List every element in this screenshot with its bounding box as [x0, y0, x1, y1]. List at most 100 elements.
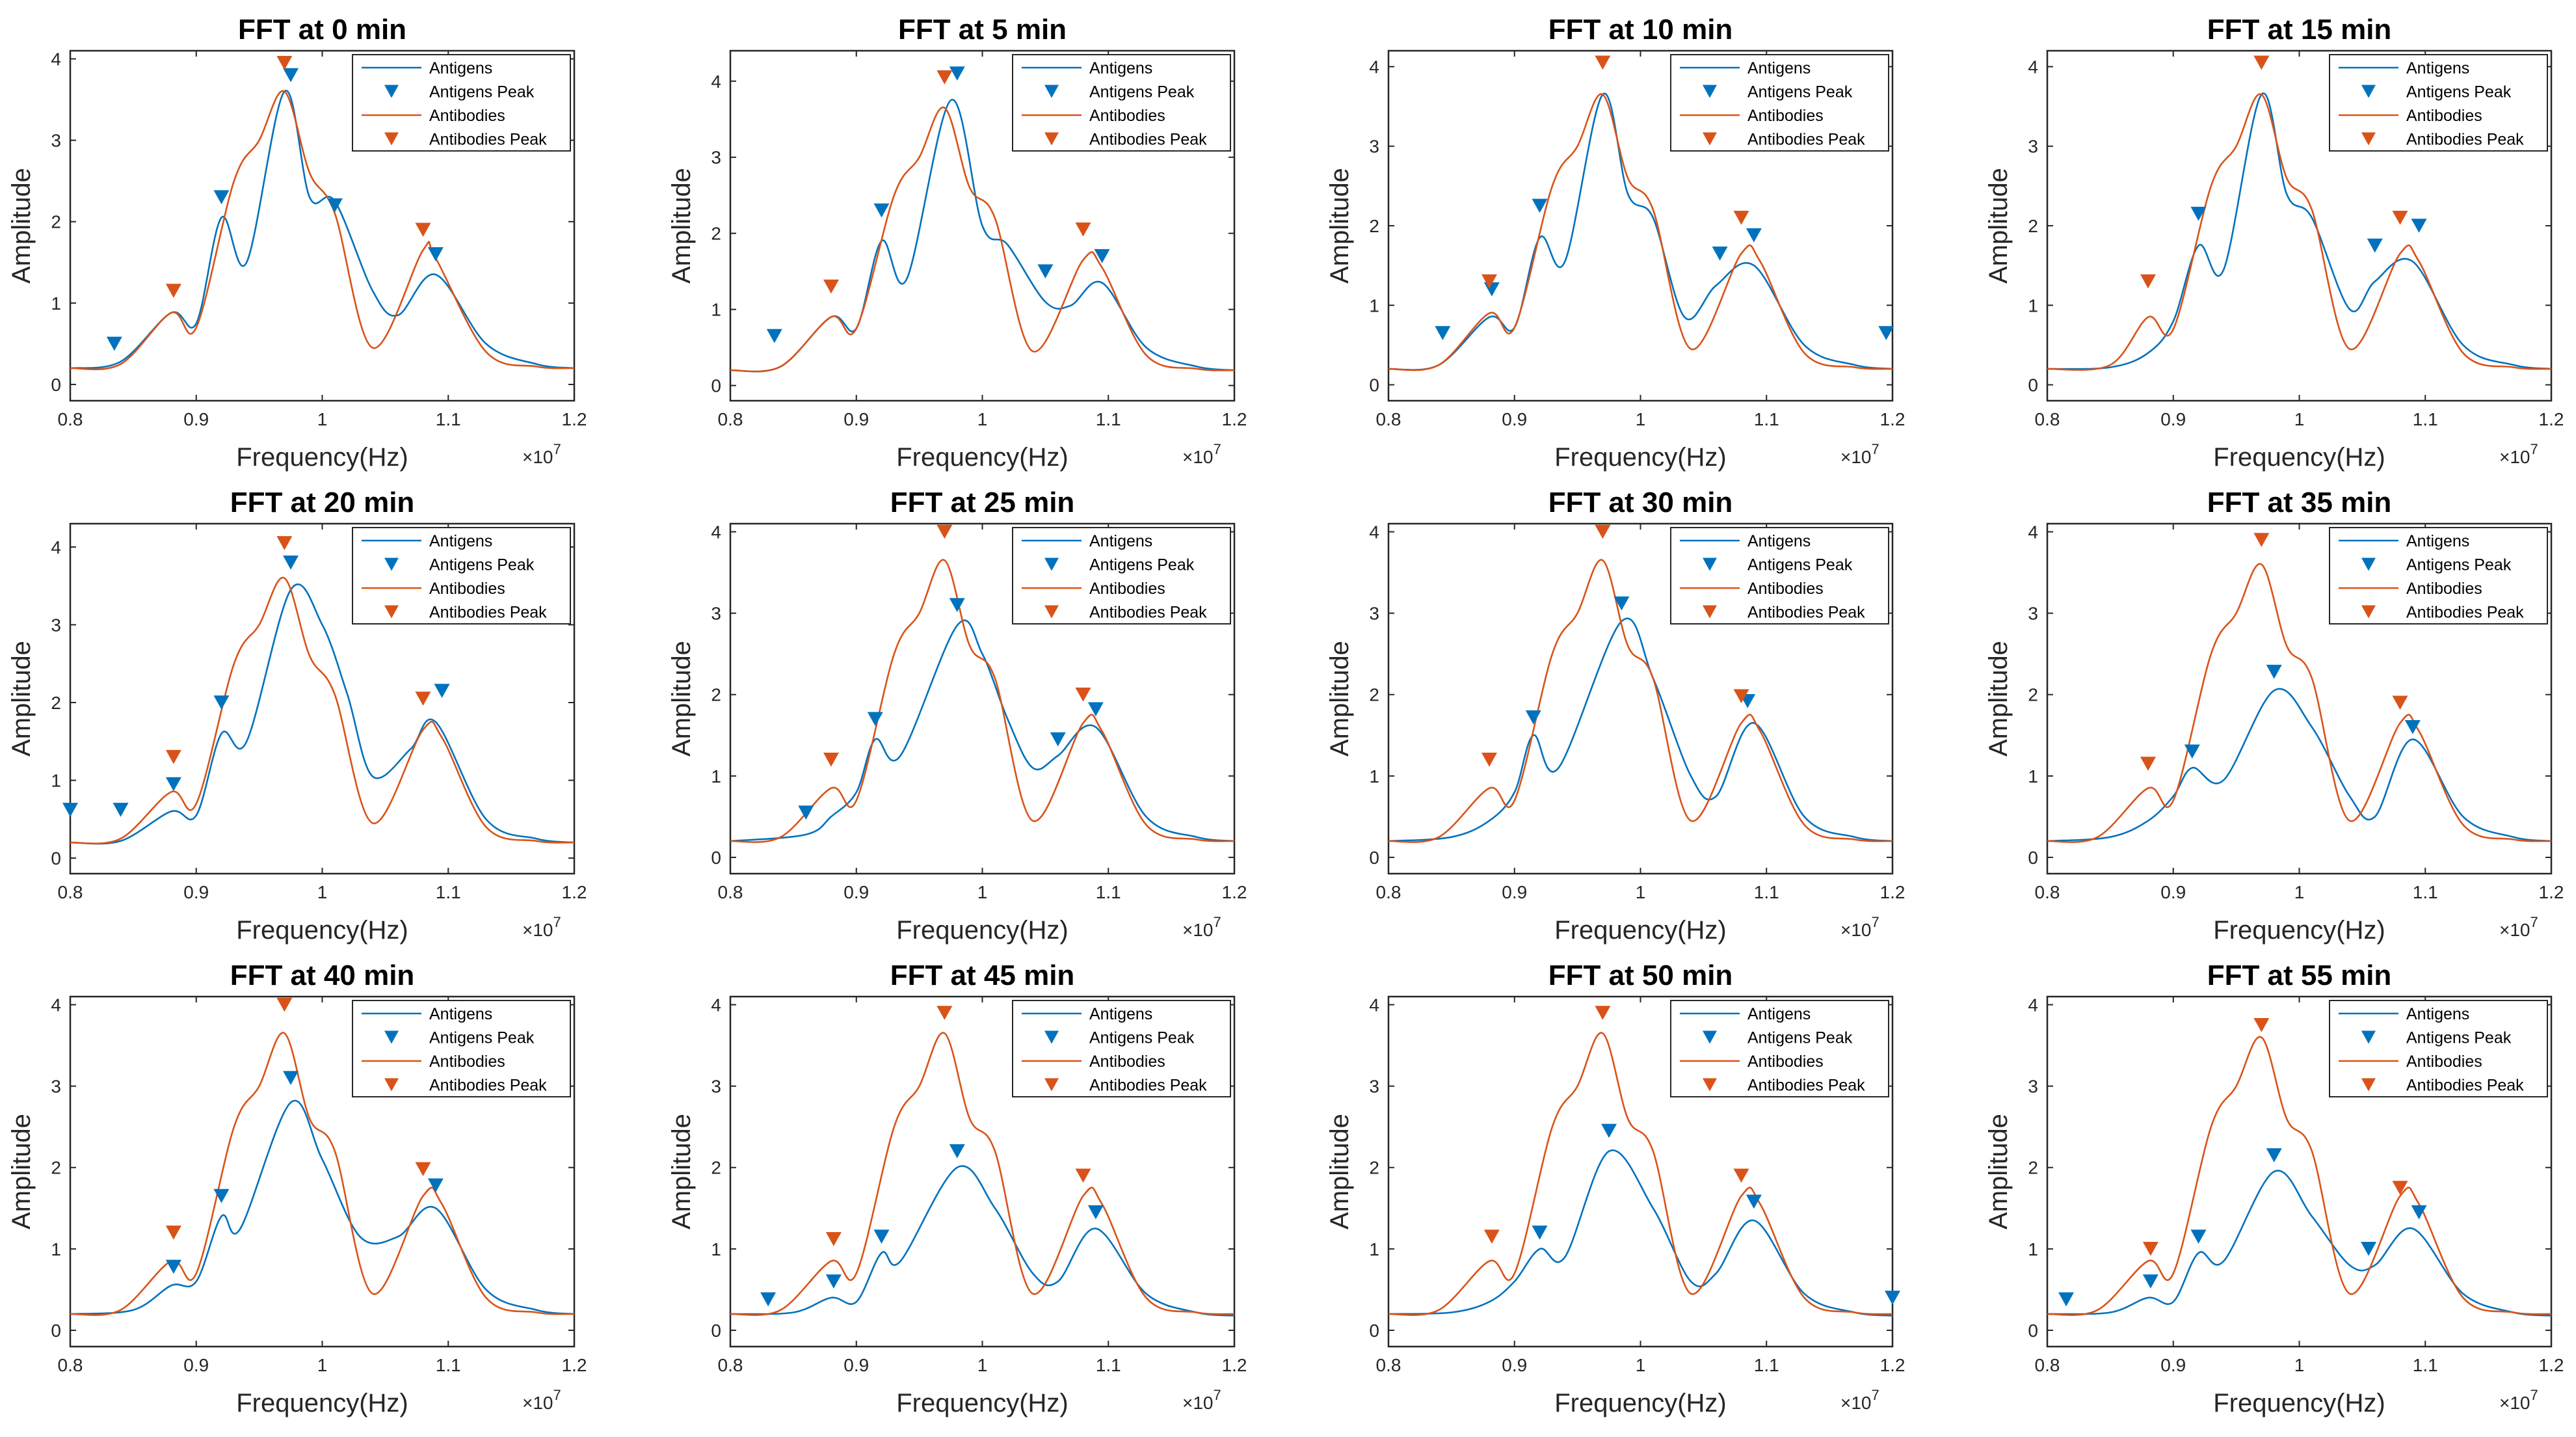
- antibodies-peak-marker: [1733, 689, 1749, 704]
- antigens-peak-marker: [949, 1144, 965, 1159]
- x-exponent: ×107: [1182, 441, 1221, 467]
- y-tick-label: 0: [1369, 375, 1379, 396]
- legend-box: [352, 54, 571, 152]
- x-exponent: ×107: [522, 441, 561, 467]
- x-axis-label: Frequency(Hz): [2213, 1389, 2385, 1417]
- y-tick-label: 3: [2028, 1077, 2038, 1097]
- antigens-peak-marker: [1087, 1205, 1104, 1220]
- x-tick-label: 1: [317, 882, 328, 902]
- x-tick-label: 0.8: [718, 1355, 743, 1375]
- legend-antibodies-peak-swatch: [1044, 605, 1059, 619]
- legend: Antigens Antigens Peak Antibodies Antibodie…: [352, 527, 571, 624]
- chart-title: FFT at 40 min: [230, 960, 415, 991]
- antigens-peak-marker: [165, 1259, 181, 1274]
- y-axis-label: Amplitude: [1325, 641, 1354, 757]
- legend-label: Antigens Peak: [1747, 83, 1853, 101]
- y-tick-label: 3: [1369, 604, 1379, 624]
- subplot-4: FFT at 20 min 0.8 0.9 1 1.1 1.2 0 1 2 3 4 Frequency…: [7, 487, 587, 945]
- legend-label: Antigens Peak: [1747, 556, 1853, 574]
- x-exponent-base: ×10: [2499, 447, 2530, 467]
- y-axis-label: Amplitude: [1984, 641, 2013, 757]
- y-tick-label: 2: [51, 212, 61, 232]
- y-tick-label: 1: [1369, 766, 1379, 786]
- y-tick-label: 1: [711, 766, 721, 786]
- x-axis-label: Frequency(Hz): [236, 443, 408, 472]
- legend-label: Antigens: [2406, 532, 2469, 550]
- x-exponent-power: 7: [1872, 441, 1879, 457]
- antigens-peak-marker: [2184, 744, 2200, 759]
- subplot-6: FFT at 30 min 0.8 0.9 1 1.1 1.2 0 1 2 3 4 Frequency…: [1325, 487, 1905, 945]
- legend-label: Antibodies Peak: [1089, 604, 1207, 622]
- x-axis-label: Frequency(Hz): [1554, 1389, 1727, 1417]
- y-axis-label: Amplitude: [7, 1114, 36, 1229]
- x-exponent-power: 7: [1214, 441, 1221, 457]
- x-tick-label: 0.9: [2160, 1355, 2186, 1375]
- y-tick-label: 4: [1369, 995, 1379, 1015]
- legend-label: Antibodies Peak: [1747, 131, 1865, 149]
- plot-area: [70, 576, 574, 845]
- chart-title: FFT at 20 min: [230, 487, 415, 518]
- antigens-peak-marker: [949, 66, 965, 81]
- x-tick-label: 1.1: [1096, 882, 1121, 902]
- x-tick-label: 0.8: [58, 1355, 83, 1375]
- antibodies-line: [70, 90, 574, 371]
- y-tick-label: 3: [711, 1077, 721, 1097]
- x-tick-label: 0.8: [1376, 882, 1401, 902]
- antibodies-line: [70, 1032, 574, 1316]
- legend-label: Antigens: [1089, 59, 1152, 77]
- antigens-peak-marker: [2404, 719, 2421, 734]
- x-tick-label: 1.1: [436, 1355, 461, 1375]
- y-tick-label: 1: [2028, 1239, 2038, 1259]
- y-axis-label: Amplitude: [1984, 168, 2013, 284]
- legend-antibodies-peak-swatch: [384, 132, 399, 146]
- plot-area: [1388, 92, 1892, 371]
- x-tick-label: 0.8: [2035, 882, 2060, 902]
- x-exponent: ×107: [1840, 1387, 1879, 1413]
- legend-label: Antibodies Peak: [429, 1077, 547, 1095]
- legend-label: Antibodies Peak: [1089, 131, 1207, 149]
- x-exponent-power: 7: [1872, 914, 1879, 930]
- x-axis-label: Frequency(Hz): [1554, 916, 1727, 945]
- subplot-3: FFT at 15 min 0.8 0.9 1 1.1 1.2 0 1 2 3 4 Frequency…: [1984, 14, 2564, 472]
- x-axis-label: Frequency(Hz): [236, 916, 408, 945]
- legend-label: Antibodies: [1747, 1053, 1824, 1071]
- y-tick-label: 2: [2028, 216, 2038, 236]
- legend-label: Antibodies: [2406, 580, 2482, 598]
- legend: Antigens Antigens Peak Antibodies Antibodie…: [1012, 1000, 1231, 1097]
- x-exponent-base: ×10: [522, 447, 553, 467]
- legend-antigens-peak-swatch: [2361, 557, 2376, 571]
- x-exponent: ×107: [1182, 1387, 1221, 1413]
- x-tick-label: 1.1: [1096, 409, 1121, 429]
- antigens-peak-marker: [1601, 1123, 1617, 1138]
- x-exponent-power: 7: [2530, 914, 2538, 930]
- legend-label: Antigens: [429, 1005, 492, 1023]
- antibodies-peak-marker: [2392, 210, 2408, 225]
- antibodies-peak-marker: [823, 753, 839, 767]
- x-tick-label: 1.2: [562, 1355, 587, 1375]
- x-axis-label: Frequency(Hz): [2213, 443, 2385, 472]
- legend-label: Antibodies Peak: [2406, 1077, 2524, 1095]
- antibodies-line: [70, 576, 574, 844]
- x-exponent-power: 7: [553, 1387, 561, 1403]
- y-tick-label: 2: [711, 1158, 721, 1178]
- legend-antigens-peak-swatch: [1703, 85, 1717, 98]
- x-tick-label: 1: [1636, 409, 1646, 429]
- x-tick-label: 0.9: [1502, 882, 1527, 902]
- x-tick-label: 1: [977, 1355, 988, 1375]
- x-tick-label: 1.1: [2413, 1355, 2438, 1375]
- antibodies-peak-marker: [276, 55, 293, 70]
- antibodies-peak-marker: [2253, 533, 2270, 547]
- antibodies-peak-marker: [1595, 1006, 1611, 1020]
- legend-label: Antigens: [429, 532, 492, 550]
- antigens-peak-marker: [949, 598, 965, 612]
- x-tick-label: 0.8: [58, 409, 83, 429]
- y-tick-label: 2: [51, 1158, 61, 1178]
- y-tick-label: 4: [51, 537, 61, 557]
- x-tick-label: 0.9: [843, 1355, 869, 1375]
- antibodies-line: [730, 106, 1234, 373]
- antigens-peak-marker: [2411, 219, 2427, 233]
- plot-area: [730, 1032, 1234, 1317]
- legend-label: Antibodies Peak: [2406, 131, 2524, 149]
- chart-title: FFT at 25 min: [890, 487, 1075, 518]
